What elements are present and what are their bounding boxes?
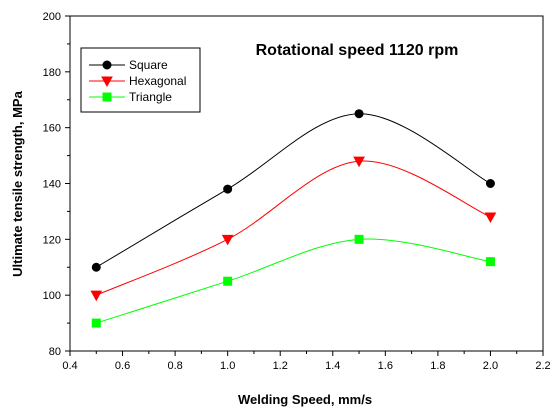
legend-label-hexagonal: Hexagonal bbox=[129, 74, 186, 88]
legend-box bbox=[80, 47, 201, 113]
legend: Square Hexagonal Triangle bbox=[80, 47, 201, 113]
y-tick-label: 80 bbox=[49, 346, 61, 358]
data-point-hexagonal bbox=[90, 290, 103, 302]
data-point-hexagonal bbox=[221, 234, 234, 246]
x-tick-label: 0.4 bbox=[62, 360, 77, 372]
data-point-triangle bbox=[223, 276, 233, 286]
series-line-triangle bbox=[96, 238, 491, 324]
y-axis-title: Ultimate tensile strength, MPa bbox=[10, 90, 25, 276]
x-tick-label: 1.0 bbox=[220, 360, 235, 372]
chart-title: Rotational speed 1120 rpm bbox=[256, 42, 459, 59]
data-point-square bbox=[485, 179, 495, 188]
series-layer bbox=[90, 109, 497, 328]
data-point-square bbox=[354, 109, 364, 119]
data-point-square bbox=[223, 184, 233, 194]
y-tick-label: 200 bbox=[43, 11, 61, 23]
x-tick-label: 1.8 bbox=[430, 360, 445, 372]
series-hexagonal bbox=[90, 156, 497, 302]
x-tick-label: 1.2 bbox=[273, 360, 288, 372]
x-tick-label: 2.2 bbox=[535, 360, 550, 372]
y-tick-label: 160 bbox=[43, 123, 61, 135]
x-tick-label: 1.4 bbox=[325, 360, 340, 372]
series-line-square bbox=[96, 113, 491, 268]
x-tick-label: 0.8 bbox=[167, 360, 182, 372]
legend-marker-triangle bbox=[102, 92, 112, 102]
data-point-triangle bbox=[485, 257, 495, 267]
data-point-triangle bbox=[91, 318, 101, 328]
legend-label-square: Square bbox=[129, 58, 168, 72]
data-point-square bbox=[91, 262, 101, 272]
data-point-hexagonal bbox=[484, 212, 497, 224]
y-axis: 80 100 120 140 160 180 200 bbox=[43, 11, 70, 358]
series-square bbox=[91, 109, 495, 272]
x-tick-label: 2.0 bbox=[483, 360, 498, 372]
series-triangle bbox=[91, 234, 495, 328]
y-tick-label: 120 bbox=[43, 234, 61, 246]
x-axis: 0.4 0.6 0.8 1.0 1.2 1.4 1.6 1.8 2.0 2.2 bbox=[62, 351, 551, 372]
series-line-hexagonal bbox=[96, 160, 491, 296]
x-tick-label: 1.6 bbox=[378, 360, 393, 372]
legend-label-triangle: Triangle bbox=[129, 90, 172, 104]
legend-marker-square bbox=[102, 60, 112, 70]
y-tick-label: 100 bbox=[43, 290, 61, 302]
y-tick-label: 180 bbox=[43, 67, 61, 79]
x-axis-title: Welding Speed, mm/s bbox=[238, 392, 372, 407]
x-tick-label: 0.6 bbox=[115, 360, 130, 372]
data-point-triangle bbox=[354, 234, 364, 244]
y-tick-label: 140 bbox=[43, 179, 61, 191]
legend-marker-hexagonal bbox=[101, 76, 113, 88]
data-point-hexagonal bbox=[353, 156, 365, 168]
